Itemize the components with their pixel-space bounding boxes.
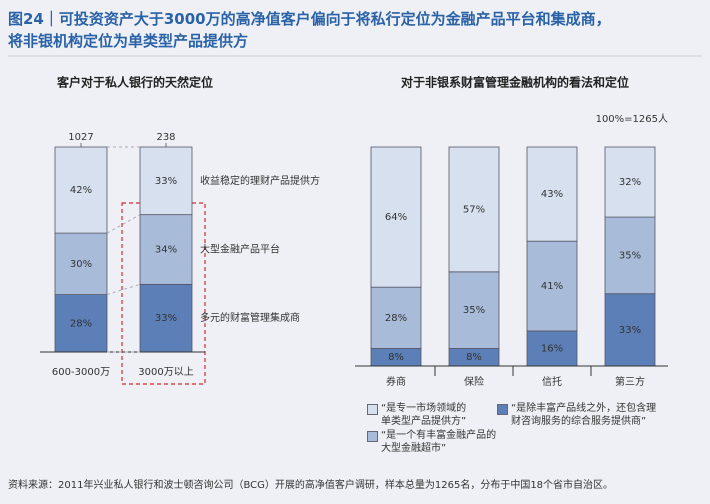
bar-segment — [448, 271, 500, 349]
chart-title: 客户对于私人银行的天然定位 — [56, 75, 213, 90]
bar-segment — [526, 240, 578, 332]
connector — [106, 214, 141, 234]
bar-segment — [54, 294, 108, 353]
value-label: 32% — [619, 177, 641, 188]
value-label: 42% — [70, 185, 92, 196]
value-label: 41% — [541, 281, 563, 292]
value-label: 34% — [155, 245, 177, 256]
legend-label: “是专一市场领域的单类型产品提供方” — [381, 403, 467, 427]
legend-label: “是一个有丰富金融产品的大型金融超市” — [381, 430, 497, 454]
x-tick-label: 3000万以上 — [138, 366, 193, 378]
chart-note: 100%=1265人 — [596, 113, 668, 125]
chart-title: 对于非银系财富管理金融机构的看法和定位 — [401, 75, 629, 90]
bar-segment — [448, 146, 500, 273]
legend-swatch — [497, 404, 508, 415]
value-label: 8% — [466, 352, 482, 363]
bar-segment — [54, 146, 108, 234]
series-label: 多元的财富管理集成商 — [200, 311, 300, 324]
x-tick-label: 保险 — [464, 375, 484, 388]
value-label: 57% — [463, 204, 485, 215]
value-label: 33% — [155, 176, 177, 187]
bar-segment — [370, 286, 422, 349]
series-label: 大型金融产品平台 — [200, 243, 280, 256]
page-title: 图24｜可投资资产大于3000万的高净值客户偏向于将私行定位为金融产品平台和集成… — [8, 10, 611, 28]
value-label: 35% — [619, 250, 641, 261]
bar-segment — [604, 216, 656, 295]
bar-segment — [526, 330, 578, 367]
value-label: 64% — [385, 212, 407, 223]
value-label: 33% — [155, 313, 177, 324]
bar-segment — [370, 146, 422, 288]
connector — [106, 283, 141, 296]
value-label: 30% — [70, 259, 92, 270]
source: 资料来源：2011年兴业私人银行和波士顿咨询公司（BCG）开展的高净值客户调研，… — [8, 480, 614, 491]
bar-segment — [604, 146, 656, 218]
x-tick-label: 第三方 — [615, 375, 645, 388]
bar-segment — [54, 232, 108, 296]
total-label: 238 — [156, 132, 175, 143]
value-label: 16% — [541, 343, 563, 354]
x-tick-label: 券商 — [386, 375, 406, 388]
value-label: 43% — [541, 189, 563, 200]
value-label: 35% — [463, 305, 485, 316]
bar-segment — [139, 214, 193, 285]
legend-label: “是除丰富产品线之外，还包含理财咨询服务的综合服务提供商” — [511, 403, 657, 427]
value-label: 28% — [385, 313, 407, 324]
value-label: 28% — [70, 318, 92, 329]
x-tick-label: 信托 — [542, 375, 562, 388]
bar-segment — [526, 146, 578, 242]
highlight-box — [121, 202, 206, 385]
legend-swatch — [367, 404, 378, 415]
series-label: 收益稳定的理财产品提供方 — [200, 174, 320, 187]
total-label: 1027 — [68, 132, 93, 143]
bar-segment — [604, 293, 656, 367]
legend-swatch — [367, 431, 378, 442]
value-label: 8% — [388, 352, 404, 363]
bar-segment — [139, 146, 193, 216]
page-title: 将非银机构定位为单类型产品提供方 — [8, 32, 249, 50]
value-label: 33% — [619, 325, 641, 336]
x-tick-label: 600-3000万 — [52, 367, 110, 378]
